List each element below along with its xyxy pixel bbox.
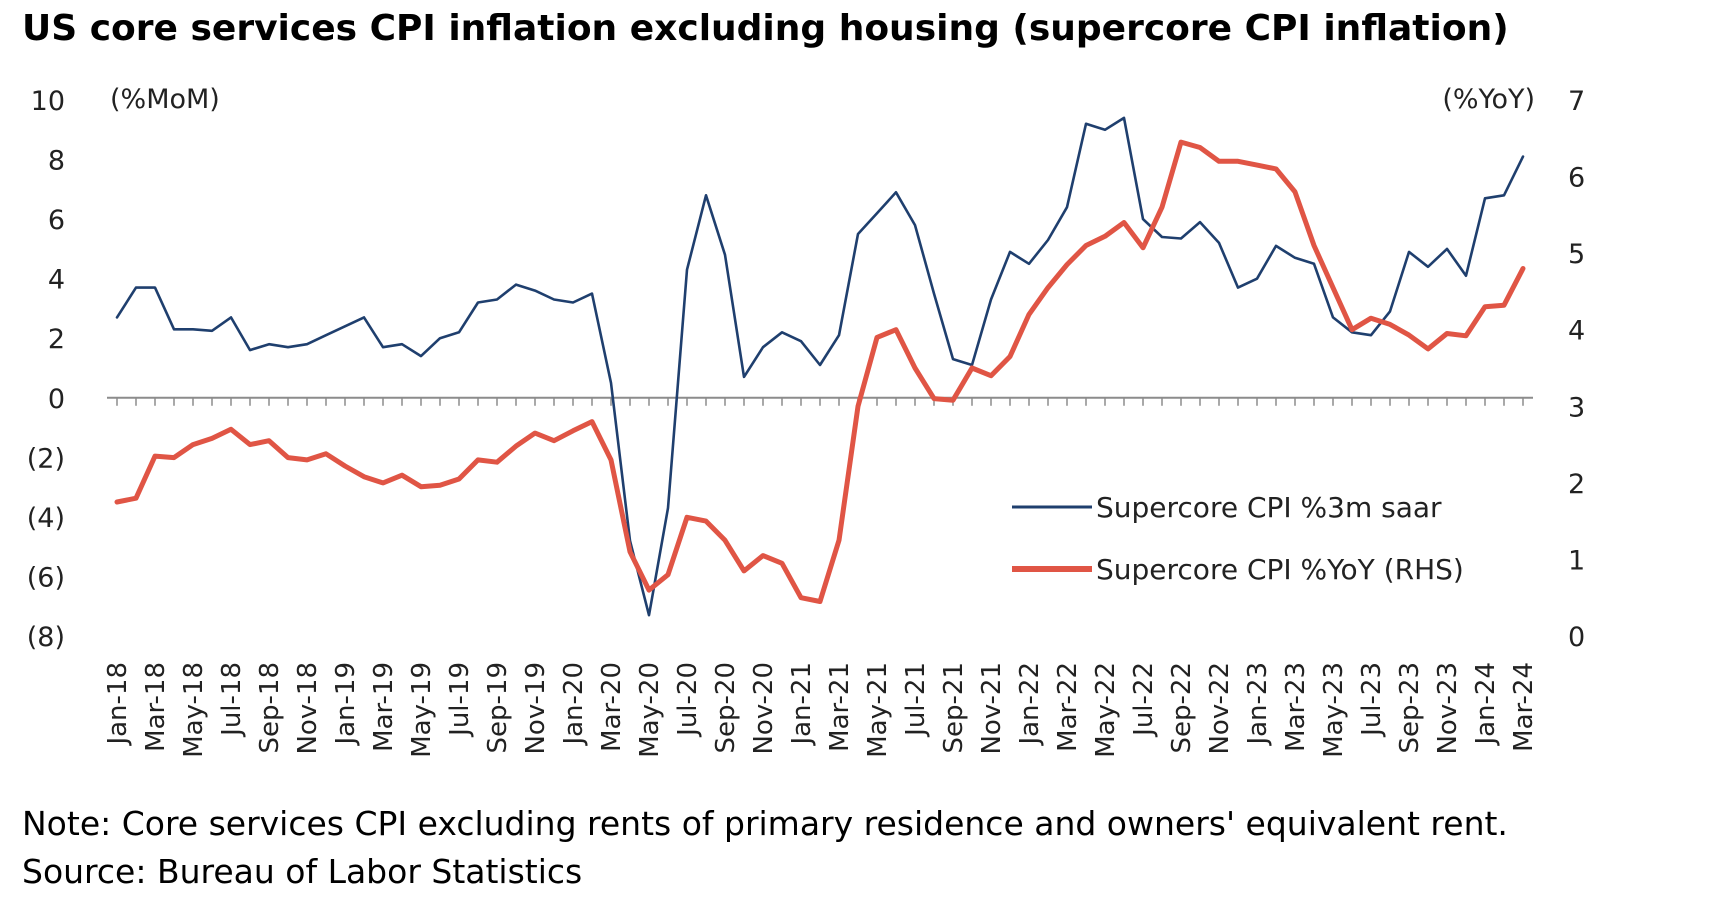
x-tick-label: Nov-18 [293,662,323,755]
x-tick-label: May-18 [179,662,209,758]
chart-title: US core services CPI inflation excluding… [22,8,1509,49]
x-tick-label: Sep-22 [1167,662,1197,753]
x-tick-label: Sep-23 [1395,662,1425,753]
x-tick-label: Jan-24 [1471,662,1501,747]
x-tick-label: Nov-20 [749,662,779,755]
x-tick-label: Mar-22 [1053,662,1083,752]
left-tick-label: (8) [27,622,65,653]
right-tick-label: 2 [1568,469,1585,500]
x-tick-label: May-20 [635,662,665,758]
x-tick-label: Jan-18 [103,662,133,747]
series-line-1 [115,116,1525,617]
right-tick-label: 1 [1568,545,1585,576]
x-tick-label: Jan-19 [331,662,361,747]
x-tick-label: Mar-21 [825,662,855,752]
x-tick-label: Mar-23 [1281,662,1311,752]
right-tick-label: 6 [1568,163,1585,194]
x-tick-label: Jan-22 [1015,662,1045,747]
right-tick-label: 4 [1568,316,1585,347]
series-line-2 [114,139,1526,604]
right-axis-unit-label: (%YoY) [1442,84,1535,115]
right-tick-label: 7 [1568,86,1585,117]
left-tick-label: (6) [27,562,65,593]
x-tick-label: Nov-23 [1433,662,1463,755]
legend: Supercore CPI %3m saar Supercore CPI %Yo… [1012,491,1464,586]
left-tick-label: 4 [48,265,65,296]
x-tick-label: Jul-23 [1357,662,1387,738]
x-tick-label: Nov-19 [521,662,551,755]
x-tick-label: Jan-20 [559,662,589,747]
x-tick-label: Jul-20 [673,662,703,738]
right-tick-label: 3 [1568,392,1585,423]
left-tick-label: 8 [48,146,65,177]
left-tick-label: 6 [48,205,65,236]
x-tick-label: Mar-18 [141,662,171,752]
x-tick-label: Jan-21 [787,662,817,747]
x-tick-label: Jul-21 [901,662,931,738]
left-tick-label: 2 [48,324,65,355]
left-axis-ticks: 10 8 6 4 2 0 (2) (4) (6) (8) [27,86,65,653]
series-lines [114,116,1526,617]
x-tick-label: Sep-20 [711,662,741,753]
left-tick-label: (2) [27,443,65,474]
note-text: Note: Core services CPI excluding rents … [22,804,1508,843]
x-axis-zero-line [107,396,1533,406]
x-axis-tick-labels: Jan-18 Mar-18 May-18 Jul-18 Sep-18 Nov-18 Jan-… [103,662,1539,758]
x-tick-label: Mar-20 [597,662,627,752]
x-tick-label: Sep-18 [255,662,285,753]
x-tick-label: Sep-21 [939,662,969,753]
x-tick-label: Jul-18 [217,662,247,738]
x-tick-label: Jul-22 [1129,662,1159,738]
x-tick-label: May-19 [407,662,437,758]
right-axis-ticks: 7 6 5 4 3 2 1 0 [1568,86,1585,653]
left-tick-label: 10 [31,86,65,117]
chart-notes: Note: Core services CPI excluding rents … [22,800,1508,896]
legend-label-series-2: Supercore CPI %YoY (RHS) [1096,553,1464,586]
x-tick-label: Mar-19 [369,662,399,752]
source-text: Source: Bureau of Labor Statistics [22,852,583,891]
x-tick-label: May-22 [1091,662,1121,758]
legend-label-series-1: Supercore CPI %3m saar [1096,491,1442,524]
x-tick-label: Jan-23 [1243,662,1273,747]
x-tick-label: Nov-21 [977,662,1007,755]
x-tick-label: May-21 [863,662,893,758]
x-tick-label: May-23 [1319,662,1349,758]
x-tick-label: Sep-19 [483,662,513,753]
x-tick-label: Jul-19 [445,662,475,738]
right-tick-label: 5 [1568,239,1585,270]
left-axis-unit-label: (%MoM) [110,84,220,115]
left-tick-label: (4) [27,503,65,534]
x-tick-label: Mar-24 [1509,662,1539,752]
x-tick-label: Nov-22 [1205,662,1235,755]
right-tick-label: 0 [1568,622,1585,653]
left-tick-label: 0 [48,384,65,415]
